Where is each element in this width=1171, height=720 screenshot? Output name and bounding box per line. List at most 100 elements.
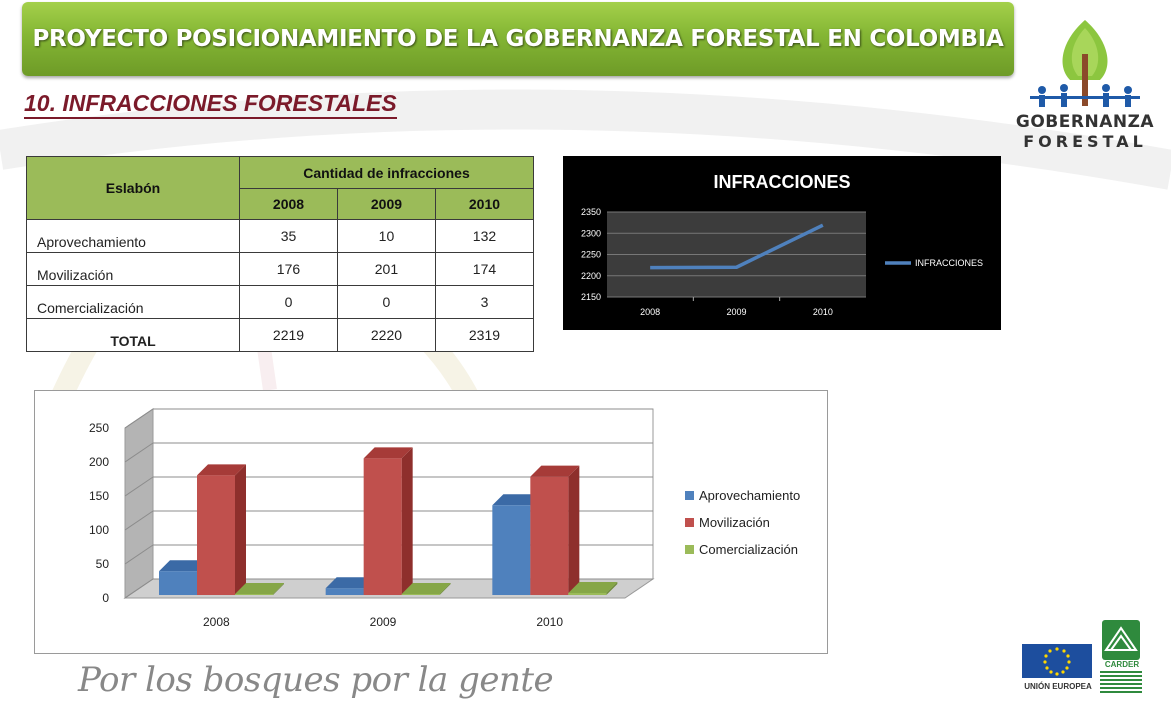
x-tick-label: 2008 (203, 615, 230, 629)
header-eslabon: Eslabón (26, 156, 240, 220)
bar (363, 458, 402, 595)
bar-side (606, 581, 618, 595)
table-header-row: Eslabón Cantidad de infracciones (26, 156, 534, 220)
y-tick-label: 2300 (581, 228, 601, 238)
bar-top (530, 465, 580, 477)
x-tick-label: 2008 (640, 307, 660, 317)
logo-text-line2: FORESTAL (1023, 132, 1147, 151)
table-cell: 201 (336, 252, 436, 286)
bar (492, 505, 531, 595)
title-banner: PROYECTO POSICIONAMIENTO DE LA GOBERNANZ… (22, 2, 1014, 76)
bar-side (401, 447, 413, 595)
gobernanza-forestal-logo: GOBERNANZA FORESTAL (1012, 14, 1158, 154)
gridline-side (124, 476, 154, 497)
bar (235, 594, 273, 595)
header-cantidad: Cantidad de infracciones (239, 156, 534, 189)
header-year: 2008 (239, 188, 338, 220)
legend-label: Comercialización (699, 542, 798, 557)
table-total-row: TOTAL 2219 2220 2319 (26, 318, 535, 352)
x-tick-label: 2010 (536, 615, 563, 629)
bar-side (568, 465, 580, 595)
infracciones-bar-chart: 0 50 100 150 200 250 2008 2009 2010 Aprovechamien… (34, 390, 828, 654)
table-cell: 2319 (434, 318, 535, 352)
legend-swatch (685, 491, 694, 500)
bar-side (439, 583, 451, 595)
eu-flag-logo (1022, 644, 1092, 678)
tree-people-icon (1030, 20, 1140, 107)
table-cell: 176 (239, 252, 338, 286)
bar-top (159, 560, 208, 572)
side-wall (124, 408, 154, 599)
gridline-side (124, 578, 154, 599)
table-row: Comercialización 0 0 3 (26, 285, 535, 319)
section-title: 10. INFRACCIONES FORESTALES (24, 90, 397, 119)
gridline-side (124, 442, 154, 463)
row-label: Movilización (26, 252, 240, 286)
bar (568, 592, 607, 595)
infracciones-line-chart: INFRACCIONES 2150 2200 2250 2300 2350 2008 2009… (563, 156, 1001, 330)
bar (401, 594, 440, 595)
bar (325, 588, 364, 595)
legend-label: INFRACCIONES (915, 258, 983, 268)
legend-label: Aprovechamiento (699, 488, 800, 503)
gridline-side (124, 408, 154, 429)
table-cell: 10 (336, 219, 436, 253)
eu-label: UNIÓN EUROPEA (1024, 682, 1092, 691)
y-tick-label: 50 (96, 557, 110, 571)
bar (159, 571, 197, 595)
chart-title: INFRACCIONES (713, 172, 850, 192)
y-tick-label: 2250 (581, 250, 601, 260)
slogan: Por los bosques por la gente (78, 660, 554, 700)
gridline-side (124, 510, 154, 531)
bar-top (325, 577, 375, 589)
table-cell: 2220 (336, 318, 436, 352)
bar-top (363, 447, 413, 459)
table-row: Movilización 176 201 174 (26, 252, 535, 286)
table-cell: 174 (434, 252, 535, 286)
row-label: Aprovechamiento (26, 219, 240, 253)
bar-top (568, 581, 618, 593)
page-title: PROYECTO POSICIONAMIENTO DE LA GOBERNANZ… (32, 26, 1004, 52)
carder-text-lines (1100, 671, 1142, 693)
table-cell: 0 (239, 285, 338, 319)
logo-text-line1: GOBERNANZA (1015, 112, 1155, 132)
table-cell: 2219 (239, 318, 338, 352)
table-cell: 35 (239, 219, 338, 253)
carder-label: CARDER (1104, 660, 1140, 669)
bar-side (235, 464, 246, 595)
y-tick-label: 2350 (581, 207, 601, 217)
y-tick-label: 150 (89, 489, 109, 503)
carder-mountain-icon (1104, 626, 1138, 651)
y-tick-label: 200 (89, 455, 109, 469)
table-year-row: 2008 2009 2010 (27, 188, 535, 220)
header-year: 2010 (434, 188, 535, 220)
bar (530, 476, 569, 595)
bar-side (273, 583, 284, 595)
x-tick-label: 2010 (813, 307, 833, 317)
line-chart-svg: INFRACCIONES 2150 2200 2250 2300 2350 2008 2009… (581, 172, 983, 317)
y-tick-label: 0 (102, 591, 109, 605)
x-tick-label: 2009 (370, 615, 397, 629)
legend-label: Movilización (699, 515, 770, 530)
bar-top (197, 464, 246, 476)
header-year: 2009 (336, 188, 436, 220)
carder-logo (1102, 620, 1140, 660)
bar (197, 475, 235, 595)
eu-stars-icon (1043, 647, 1071, 676)
bar-top (492, 494, 542, 506)
gridline-side (124, 544, 154, 565)
row-label: TOTAL (26, 318, 240, 352)
legend-swatch (685, 518, 694, 527)
y-tick-label: 2150 (581, 292, 601, 302)
table-cell: 3 (434, 285, 535, 319)
table-row: Aprovechamiento 35 10 132 (26, 219, 535, 253)
row-label: Comercialización (26, 285, 240, 319)
table-cell: 132 (434, 219, 535, 253)
table-cell: 0 (336, 285, 436, 319)
y-tick-label: 100 (89, 523, 109, 537)
bar-chart-svg: 0 50 100 150 200 250 2008 2009 2010 Aprovechamien… (89, 408, 800, 629)
bar-top (401, 583, 451, 594)
series-line (650, 223, 824, 270)
infracciones-table: Eslabón Cantidad de infracciones 2008 20… (26, 156, 535, 352)
y-tick-label: 2200 (581, 271, 601, 281)
